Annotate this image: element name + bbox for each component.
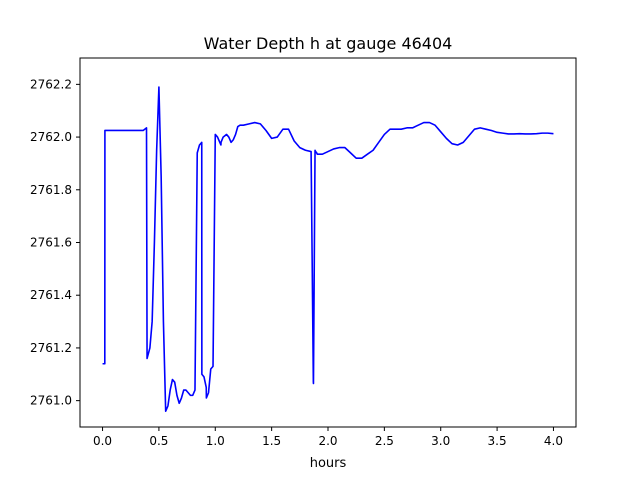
x-tick-label: 3.0 [431, 434, 450, 448]
x-tick-label: 3.5 [488, 434, 507, 448]
x-tick-label: 4.0 [544, 434, 563, 448]
x-tick-label: 2.0 [318, 434, 337, 448]
x-tick-label: 0.5 [149, 434, 168, 448]
x-tick-label: 0.0 [93, 434, 112, 448]
y-tick-label: 2762.0 [30, 130, 72, 144]
x-axis-label: hours [310, 456, 347, 471]
y-tick-label: 2761.2 [30, 341, 72, 355]
x-tick-label: 1.5 [262, 434, 281, 448]
x-tick-label: 1.0 [206, 434, 225, 448]
y-tick-label: 2761.4 [30, 288, 72, 302]
y-tick-label: 2761.8 [30, 183, 72, 197]
x-tick-label: 2.5 [375, 434, 394, 448]
y-tick-label: 2762.2 [30, 77, 72, 91]
y-tick-label: 2761.6 [30, 236, 72, 250]
chart-title: Water Depth h at gauge 46404 [204, 34, 453, 53]
y-tick-label: 2761.0 [30, 394, 72, 408]
series-line-0 [102, 86, 554, 412]
